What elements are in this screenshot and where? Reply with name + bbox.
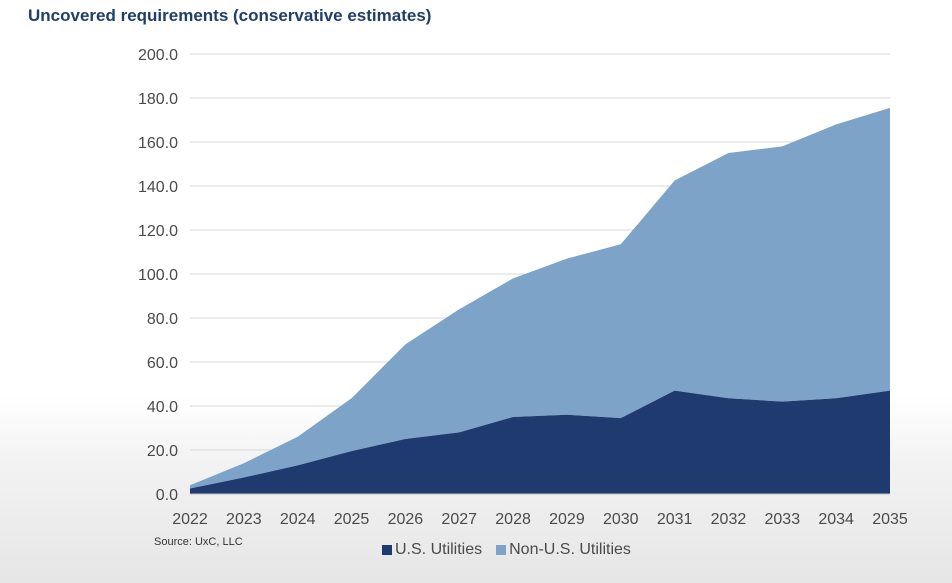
y-tick-label: 160.0 xyxy=(138,135,178,152)
chart-title: Uncovered requirements (conservative est… xyxy=(28,6,432,25)
x-tick-label: 2031 xyxy=(657,511,693,528)
x-tick-label: 2027 xyxy=(441,511,477,528)
legend-label-us: U.S. Utilities xyxy=(395,541,483,558)
x-tick-label: 2024 xyxy=(280,511,316,528)
y-tick-label: 100.0 xyxy=(138,267,178,284)
y-tick-label: 60.0 xyxy=(147,355,178,372)
x-tick-label: 2029 xyxy=(549,511,585,528)
x-tick-label: 2035 xyxy=(872,511,908,528)
x-tick-label: 2025 xyxy=(334,511,370,528)
series-area-us xyxy=(190,390,890,494)
legend-swatch-non-us xyxy=(496,545,507,555)
plot-areas xyxy=(190,107,890,494)
x-tick-label: 2028 xyxy=(495,511,531,528)
legend-item-us: U.S. Utilities xyxy=(382,541,482,559)
y-tick-label: 0.0 xyxy=(156,487,178,504)
legend-label-non-us: Non-U.S. Utilities xyxy=(509,541,631,558)
y-tick-label: 200.0 xyxy=(138,47,178,64)
x-tick-label: 2033 xyxy=(765,511,801,528)
x-tick-label: 2023 xyxy=(226,511,262,528)
legend-item-non-us: Non-U.S. Utilities xyxy=(496,541,631,559)
legend: U.S. Utilities Non-U.S. Utilities xyxy=(382,541,645,559)
y-tick-label: 40.0 xyxy=(147,399,178,416)
x-tick-label: 2022 xyxy=(172,511,208,528)
x-tick-label: 2034 xyxy=(818,511,854,528)
x-tick-label: 2030 xyxy=(603,511,639,528)
y-tick-label: 20.0 xyxy=(147,443,178,460)
x-tick-label: 2032 xyxy=(711,511,747,528)
series-area-non-us xyxy=(190,107,890,489)
y-tick-label: 140.0 xyxy=(138,179,178,196)
x-tick-label: 2026 xyxy=(388,511,424,528)
y-tick-label: 180.0 xyxy=(138,91,178,108)
legend-swatch-us xyxy=(382,545,392,555)
y-tick-label: 80.0 xyxy=(147,311,178,328)
y-tick-label: 120.0 xyxy=(138,223,178,240)
axes: 0.0 20.0 40.0 60.0 80.0 100.0 120.0 140.0 160.0 1… xyxy=(138,47,908,528)
source-note: Source: UxC, LLC xyxy=(154,536,243,548)
